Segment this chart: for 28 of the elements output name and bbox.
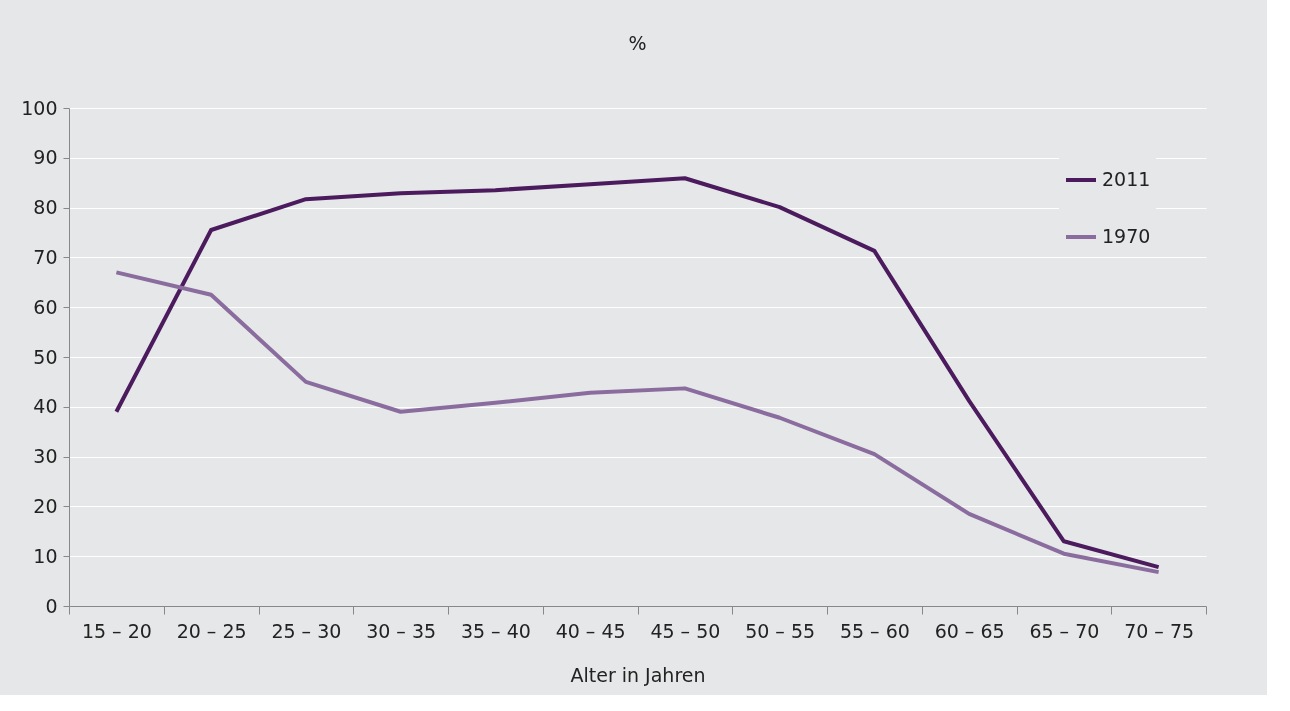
x-tick-label: 20 – 25 (176, 619, 247, 642)
x-tick-label: 40 – 45 (555, 619, 626, 642)
y-tick-label: 70 (33, 245, 58, 268)
y-tick-label: 40 (33, 395, 58, 418)
line-series (114, 270, 1161, 575)
x-tick-label: 25 – 30 (271, 619, 342, 642)
y-tick-label: 100 (21, 96, 58, 119)
x-tick-label: 15 – 20 (81, 619, 152, 642)
y-tick-label: 50 (33, 345, 58, 368)
legend-label: 2011 (1102, 168, 1151, 190)
y-tick-label: 20 (33, 494, 58, 517)
y-tick-label: 80 (33, 196, 58, 219)
x-tick-label: 55 – 60 (839, 619, 910, 642)
x-tick-label: 35 – 40 (460, 619, 531, 642)
y-tick-label: 30 (33, 445, 58, 468)
x-tick-label: 45 – 50 (650, 619, 721, 642)
y-tick-label: 10 (33, 544, 58, 567)
x-tick-label: 70 – 75 (1124, 619, 1195, 642)
x-axis-title: Alter in Jahren (570, 663, 706, 686)
y-tick-label: 60 (33, 295, 58, 318)
x-tick-label: 50 – 55 (745, 619, 816, 642)
chart-title: % (628, 32, 647, 54)
legend-label: 1970 (1102, 225, 1151, 247)
x-tick-label: 30 – 35 (366, 619, 437, 642)
x-tick-label: 60 – 65 (934, 619, 1005, 642)
x-tick-label: 65 – 70 (1029, 619, 1100, 642)
y-tick-label: 90 (33, 146, 58, 169)
y-tick-label: 0 (45, 594, 58, 617)
